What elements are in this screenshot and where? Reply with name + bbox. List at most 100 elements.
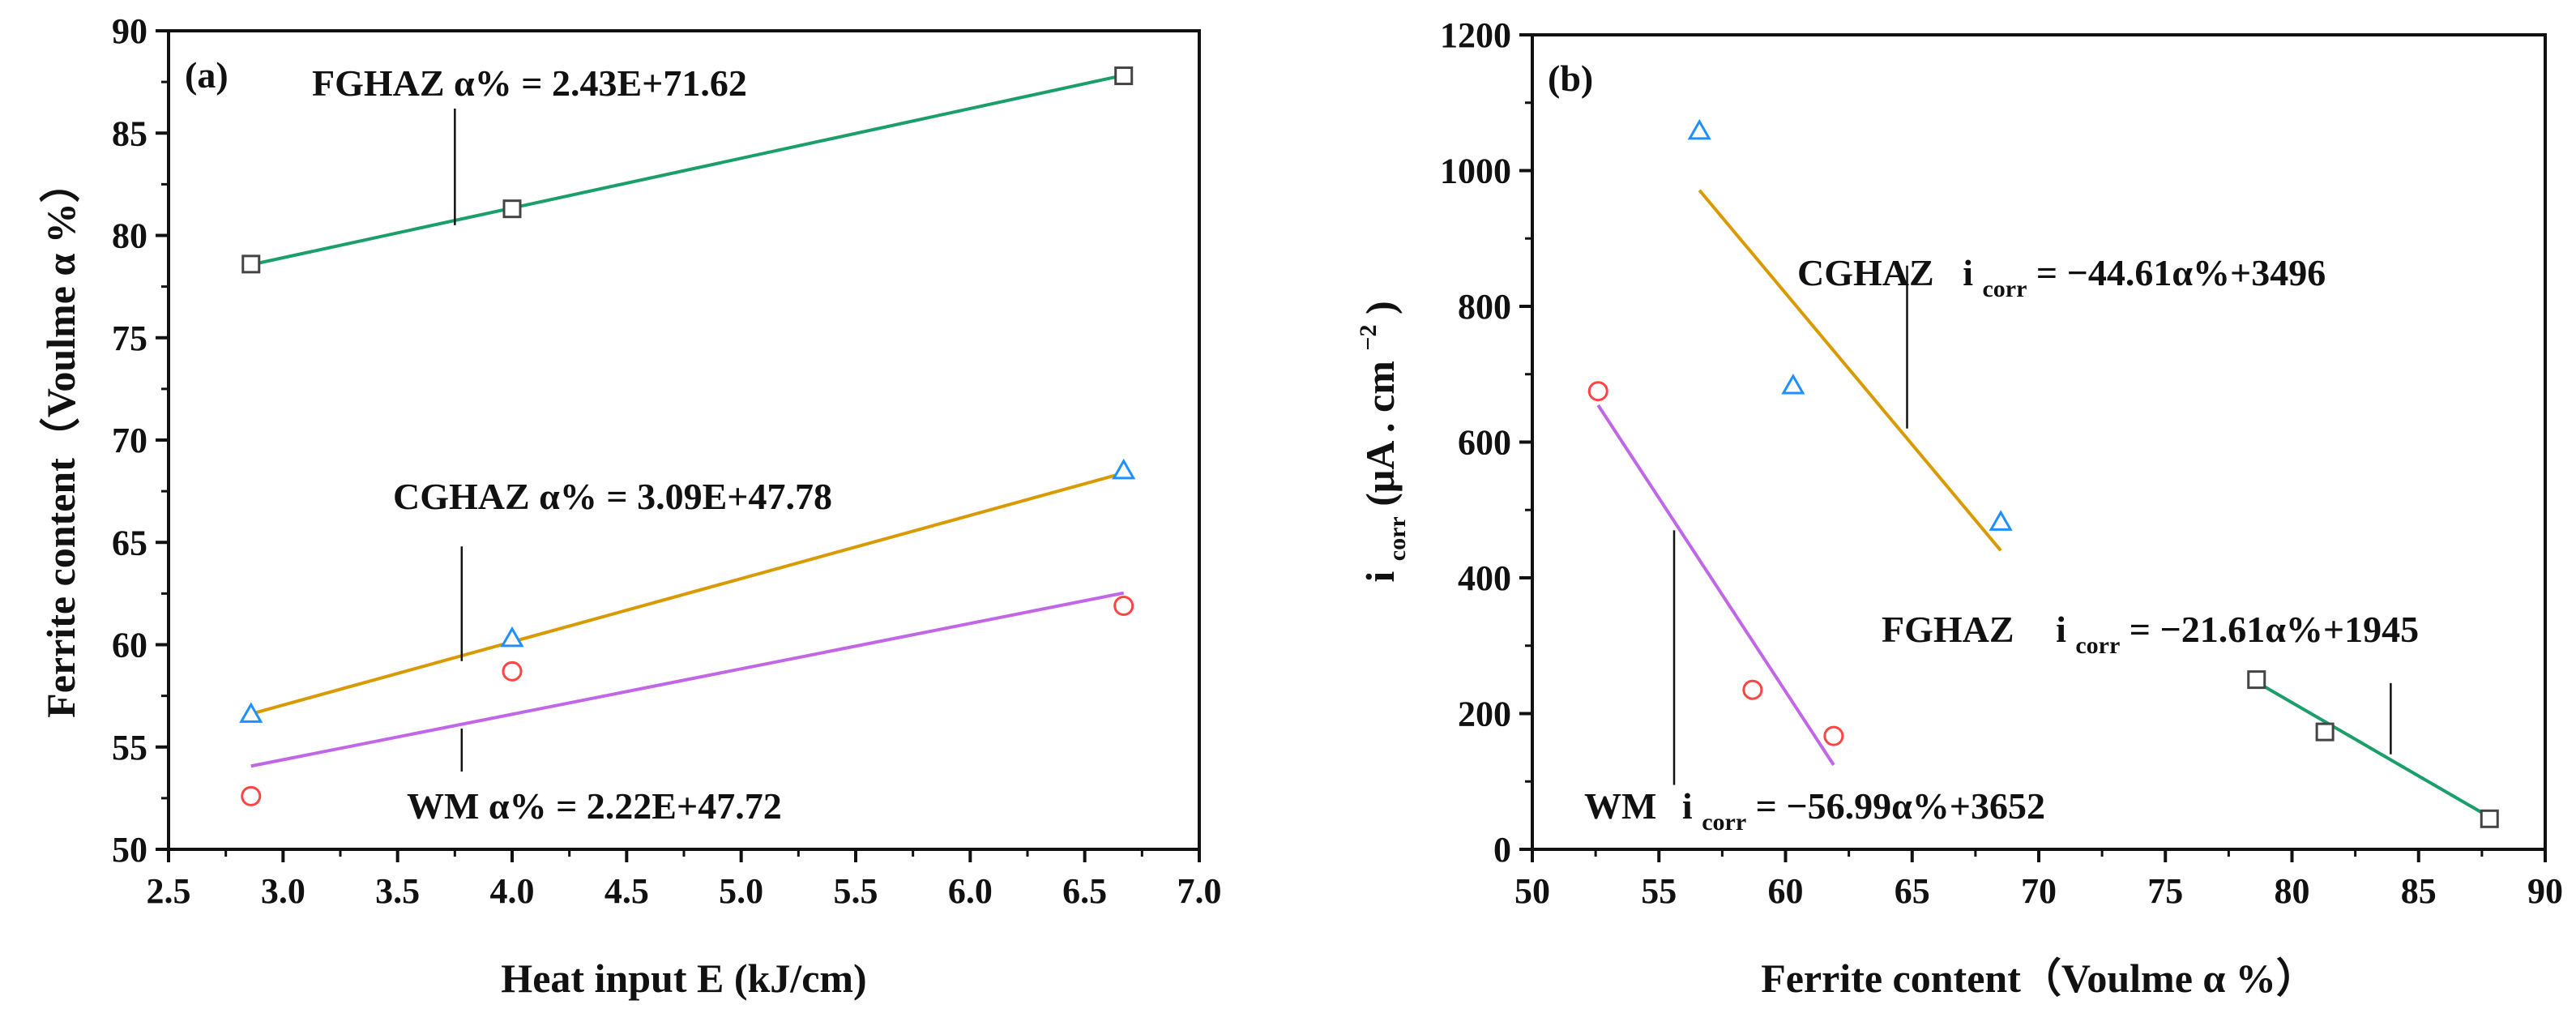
panel-a-y-axis-title: Ferrite content（Voulme α %） [38, 162, 83, 718]
fit-line-wm [1596, 404, 1835, 766]
panel-b-y-axis-sup: −2 [1355, 325, 1382, 351]
x-tick-label: 50 [1514, 871, 1550, 911]
panel-b-x-axis-title: Ferrite content（Voulme α %） [1761, 955, 2317, 1001]
panel-b-label: (b) [1548, 58, 1593, 99]
x-tick-label: 4.5 [604, 871, 649, 911]
panel-a-plot-frame [167, 29, 1201, 851]
x-tick-label: 75 [2147, 871, 2183, 911]
panel-b-wm-name: WM [1584, 785, 1656, 827]
data-point-cghaz [1112, 458, 1136, 480]
panel-b-cghaz-i: i [1963, 252, 1973, 293]
data-point-wm [1587, 381, 1608, 402]
x-tick-label: 90 [2527, 871, 2563, 911]
panel-b-fghaz-sub: corr [2075, 632, 2120, 659]
data-point-cghaz [239, 702, 263, 723]
y-tick-label: 0 [1493, 830, 1511, 870]
data-point-fghaz [1114, 66, 1134, 86]
panel-b-y-axis-sub: corr [1384, 516, 1411, 561]
y-tick-label: 1000 [1440, 152, 1511, 191]
panel-b-y-axis-i: i [1357, 571, 1403, 583]
panel-b-ticks: 50 55 60 65 70 75 80 85 90 0 200 400 600 800 1000 1200 [1440, 15, 2563, 911]
x-tick-label: 6.5 [1062, 871, 1107, 911]
panel-b-plot-frame [1531, 33, 2547, 851]
panel-a-wm-equation: WM α% = 2.22E+47.72 [407, 785, 782, 827]
x-tick-label: 60 [1768, 871, 1804, 911]
panel-b-fghaz-equation: FGHAZ i corr = −21.61α%+1945 [1882, 609, 2419, 661]
panel-a-ticks: 2.5 3.0 3.5 4.0 4.5 5.0 5.5 6.0 6.5 7.0 50 55 60 65 70… [112, 11, 1222, 911]
panel-b-wm-equation: WM i corr = −56.99α%+3652 [1584, 785, 2045, 838]
x-tick-label: 85 [2401, 871, 2437, 911]
data-point-wm [1823, 725, 1844, 746]
x-tick-label: 80 [2275, 871, 2310, 911]
data-point-fghaz [2315, 722, 2335, 742]
panel-a-cghaz-equation: CGHAZ α% = 3.09E+47.78 [393, 476, 832, 517]
x-tick-label: 55 [1641, 871, 1677, 911]
fit-line-fghaz [2255, 680, 2491, 819]
panel-b: 50 55 60 65 70 75 80 85 90020040060080010001200 … [1339, 15, 2563, 1001]
y-tick-label: 65 [112, 523, 147, 562]
panel-b-y-axis-units: (μA . cm [1357, 361, 1403, 507]
data-point-fghaz [502, 199, 522, 219]
y-tick-label: 85 [112, 113, 147, 153]
y-tick-label: 600 [1458, 423, 1511, 463]
panel-b-cghaz-name: CGHAZ [1797, 252, 1934, 293]
panel-b-fit-lines [1596, 189, 2491, 819]
data-point-wm [502, 660, 523, 682]
panel-a: 2.5 3.0 3.5 4.0 4.5 5.0 5.5 6.0 6.5 7.0 50 55 60 65 70… [38, 11, 1222, 1001]
x-tick-label: 65 [1895, 871, 1930, 911]
panel-b-markers [1587, 118, 2499, 828]
data-point-cghaz [1781, 373, 1805, 395]
panel-b-y-axis-title: i corr (μA . cm −2 ) [1339, 301, 1414, 582]
data-point-wm [241, 785, 262, 806]
data-point-cghaz [500, 626, 524, 648]
data-point-fghaz [2480, 809, 2499, 828]
panel-b-wm-sub: corr [1702, 809, 1746, 836]
panel-b-leader-lines [1672, 265, 2392, 785]
panel-b-wm-eq: = −56.99α%+3652 [1756, 785, 2045, 827]
data-point-wm [1742, 679, 1763, 700]
x-tick-label: 70 [2021, 871, 2057, 911]
fit-line-wm [250, 591, 1125, 768]
panel-b-wm-i: i [1682, 785, 1693, 827]
fit-line-fghaz [250, 73, 1125, 267]
panel-b-fghaz-eq: = −21.61α%+1945 [2130, 609, 2419, 650]
y-tick-label: 55 [112, 728, 147, 767]
panel-a-x-axis-title: Heat input E (kJ/cm) [501, 955, 866, 1001]
y-tick-label: 1200 [1440, 15, 1511, 55]
panel-a-label: (a) [185, 54, 229, 96]
panel-b-cghaz-equation: CGHAZ i corr = −44.61α%+3496 [1797, 252, 2326, 305]
y-tick-label: 400 [1458, 558, 1511, 598]
data-point-cghaz [1989, 510, 2013, 531]
data-point-cghaz [1687, 118, 1711, 140]
data-point-wm [1113, 596, 1134, 617]
panel-b-y-axis-close: ) [1357, 301, 1403, 314]
y-tick-label: 75 [112, 318, 147, 358]
y-tick-label: 90 [112, 11, 147, 51]
fit-line-cghaz [250, 471, 1125, 716]
x-tick-label: 7.0 [1177, 871, 1222, 911]
panel-b-fghaz-name: FGHAZ [1882, 609, 2014, 650]
y-tick-label: 50 [112, 830, 147, 870]
x-tick-label: 3.0 [261, 871, 305, 911]
y-tick-label: 70 [112, 421, 147, 460]
x-tick-label: 5.5 [834, 871, 878, 911]
panel-b-fghaz-i: i [2056, 609, 2066, 650]
x-tick-label: 5.0 [719, 871, 763, 911]
y-tick-label: 80 [112, 216, 147, 256]
panel-b-cghaz-sub: corr [1982, 276, 2027, 302]
panel-a-leader-lines [454, 108, 464, 772]
y-tick-label: 200 [1458, 695, 1511, 734]
data-point-fghaz [2247, 670, 2266, 690]
panel-a-fit-lines [250, 73, 1125, 768]
panel-b-cghaz-eq: = −44.61α%+3496 [2036, 252, 2326, 293]
x-tick-label: 6.0 [948, 871, 993, 911]
panel-a-fghaz-equation: FGHAZ α% = 2.43E+71.62 [312, 62, 747, 104]
panel-a-markers [239, 66, 1136, 806]
x-tick-label: 2.5 [147, 871, 191, 911]
y-tick-label: 60 [112, 626, 147, 665]
fit-line-cghaz [1698, 189, 2002, 552]
data-point-fghaz [241, 254, 261, 274]
y-tick-label: 800 [1458, 287, 1511, 327]
x-tick-label: 3.5 [375, 871, 420, 911]
